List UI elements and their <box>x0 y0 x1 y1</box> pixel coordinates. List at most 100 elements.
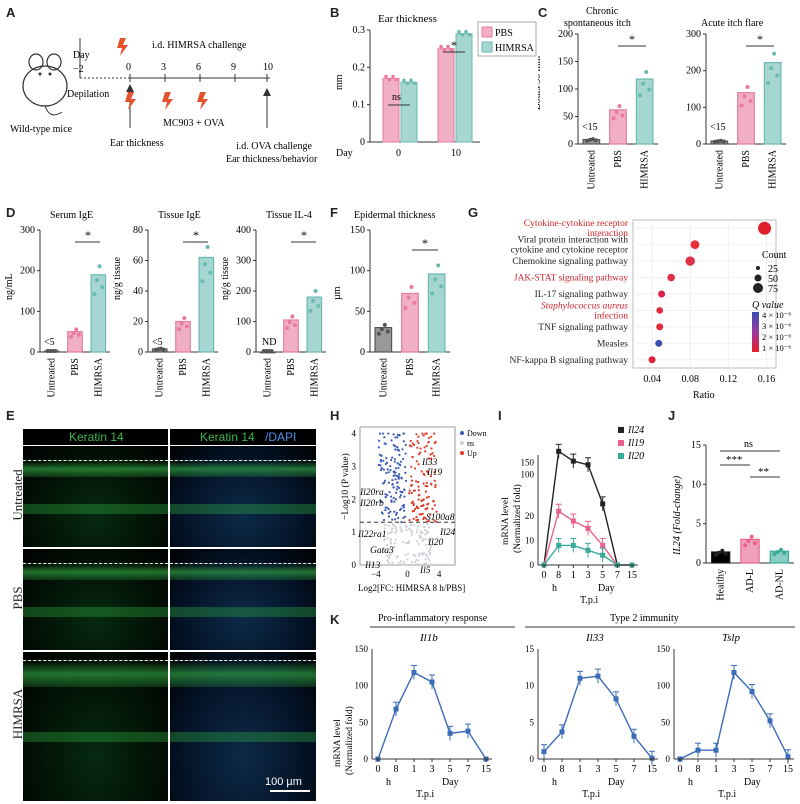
i-ylabel2: (Normalized fold) <box>512 484 523 553</box>
data-point <box>638 93 643 98</box>
series-point <box>411 669 417 675</box>
h-point <box>435 520 438 523</box>
h-gene-label: Il20ra <box>359 488 384 498</box>
data-point <box>287 320 292 325</box>
y-tick-label: 0 <box>530 560 535 570</box>
h-point <box>430 447 433 450</box>
g-q-label: 4 × 10⁻⁶ <box>762 310 791 320</box>
h-point <box>423 446 426 449</box>
x-tick-label: AD-L <box>745 569 756 593</box>
g-category-label: Viral protein interaction with <box>518 236 629 246</box>
h-point <box>400 507 403 510</box>
k-gene-title: Tslp <box>722 632 740 644</box>
k-tpi: T.p.i <box>718 789 736 800</box>
y-tick-label: 0.1 <box>353 100 366 111</box>
g-category-label: Cytokine-cytokine receptor <box>524 219 629 229</box>
x-tick-label: PBS <box>70 358 81 376</box>
h-point <box>397 486 401 490</box>
h-point-ns <box>392 523 395 527</box>
i-ylabel1: mRNA level <box>501 497 511 545</box>
h-point <box>410 491 413 495</box>
g-category-label: interaction <box>587 229 628 239</box>
x-tick-label: Untreated <box>378 358 389 397</box>
h-point-ns <box>382 539 386 542</box>
h-point <box>409 439 412 443</box>
h-point <box>378 432 381 435</box>
data-point <box>402 78 406 83</box>
series-point <box>749 689 755 695</box>
h-point <box>403 488 406 492</box>
x-tick-label: 3 <box>732 764 737 775</box>
h-point <box>429 474 432 478</box>
mouse-icon <box>22 53 68 116</box>
h-point-ns <box>418 552 421 555</box>
h-point <box>416 518 420 521</box>
g-q-label: 2 × 10⁻⁶ <box>762 332 791 342</box>
h-point <box>389 464 392 468</box>
h-point <box>385 471 388 475</box>
x-tick-label: 15 <box>647 764 657 775</box>
x-tick-label: 3 <box>430 764 435 775</box>
legend-swatch <box>460 451 464 455</box>
d-title-1: Tissue IgE <box>158 210 201 221</box>
legend-label: PBS <box>495 28 513 39</box>
h-gene-label: Il20 <box>427 538 444 548</box>
data-point <box>179 321 184 326</box>
h-point <box>424 484 427 488</box>
h-point <box>378 439 381 442</box>
h-point <box>382 459 385 462</box>
h-point <box>398 434 401 437</box>
series-point <box>570 542 576 548</box>
g-category-label: NF-kappa B signaling pathway <box>510 356 629 366</box>
h-point-ns <box>415 562 418 566</box>
h-point <box>394 498 398 501</box>
x-tick-label: HIMRSA <box>640 149 651 189</box>
y-tick-label: 100 <box>521 470 535 480</box>
h-point <box>387 515 390 518</box>
h-point-ns <box>384 523 387 527</box>
h-point <box>417 441 420 445</box>
h-point <box>410 479 414 482</box>
h-point <box>394 445 397 448</box>
h-point-ns <box>421 539 424 543</box>
panel-letter-e: E <box>6 408 15 423</box>
y-tick-label: 200 <box>20 266 35 277</box>
y-tick-label: 1 <box>352 527 357 537</box>
h-point <box>412 517 415 520</box>
data-point <box>292 323 297 328</box>
bar-HIMRSA-day10 <box>455 33 473 143</box>
h-point <box>395 474 399 477</box>
legend-label: Il24 <box>627 425 644 436</box>
h-point <box>417 453 421 456</box>
data-point <box>200 279 205 284</box>
c-lt15-2: <15 <box>710 122 726 133</box>
data-point <box>430 291 435 296</box>
h-point <box>433 504 436 507</box>
h-point <box>431 452 434 455</box>
data-point <box>53 349 58 353</box>
h-point <box>424 450 427 453</box>
a-ear-thickness-label: Ear thickness <box>110 138 164 149</box>
series-point <box>585 547 591 553</box>
series-point <box>600 501 606 507</box>
g-dot <box>656 307 664 314</box>
series-point <box>585 462 591 468</box>
h-point <box>394 478 397 481</box>
h-point <box>394 436 397 439</box>
series-point <box>600 552 606 558</box>
data-point <box>269 349 274 353</box>
y-tick-label: 10 <box>525 681 535 691</box>
series-point <box>570 458 576 464</box>
h-point <box>408 444 412 447</box>
c-ylabel: Bouts/30 min <box>538 56 543 110</box>
x-tick-label: PBS <box>741 150 752 168</box>
h-point <box>381 512 384 515</box>
y-tick-label: 15 <box>691 440 701 451</box>
h-point <box>421 512 424 515</box>
h-point <box>415 480 418 483</box>
h-point <box>380 454 383 457</box>
y-tick-label: 4 <box>352 429 357 439</box>
h-point <box>402 440 405 443</box>
h-point-ns <box>419 530 422 533</box>
x-tick-label: Healthy <box>716 569 727 601</box>
